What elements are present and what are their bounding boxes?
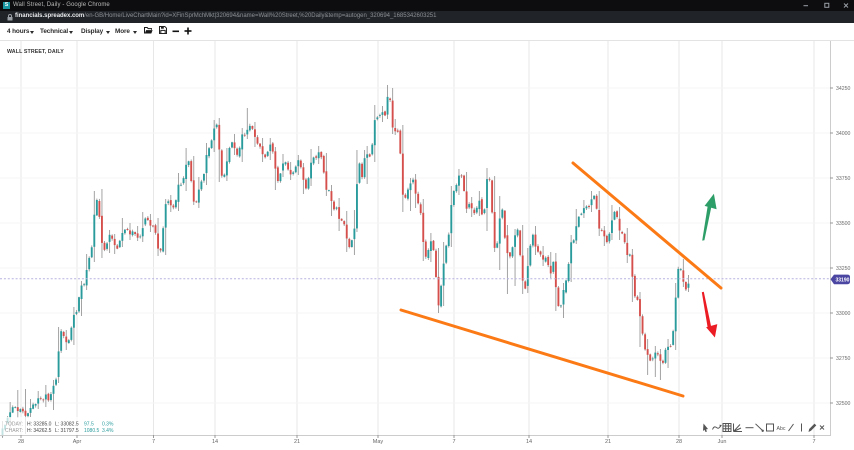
svg-text:Jun: Jun [718,439,727,445]
svg-text:L: 33082.5: L: 33082.5 [55,422,79,428]
svg-text:L: 31797.5: L: 31797.5 [55,428,79,434]
svg-text:H: 34262.5: H: 34262.5 [27,428,52,434]
svg-text:14: 14 [212,439,218,445]
svg-text:1080.5: 1080.5 [84,428,100,434]
svg-text:32500: 32500 [836,401,851,407]
svg-text:34250: 34250 [836,86,851,92]
svg-text:TODAY:: TODAY: [5,422,23,428]
svg-text:Abc: Abc [777,426,786,432]
svg-text:33000: 33000 [836,311,851,317]
svg-text:May: May [373,439,384,445]
svg-text:CHART:: CHART: [5,428,23,434]
svg-text:7: 7 [812,439,815,445]
svg-text:7: 7 [452,439,455,445]
svg-text:33190: 33190 [836,277,850,283]
svg-text:32750: 32750 [836,356,851,362]
svg-text:33500: 33500 [836,221,851,227]
svg-text:28: 28 [18,439,24,445]
svg-text:3.4%: 3.4% [102,428,114,434]
svg-text:WALL STREET, DAILY: WALL STREET, DAILY [7,49,64,55]
svg-text:34000: 34000 [836,131,851,137]
svg-text:21: 21 [294,439,300,445]
svg-text:Apr: Apr [73,439,82,445]
svg-text:28: 28 [676,439,682,445]
svg-text:97.5: 97.5 [84,422,94,428]
svg-text:0.3%: 0.3% [102,422,114,428]
svg-text:14: 14 [526,439,532,445]
svg-text:33250: 33250 [836,266,851,272]
svg-text:33750: 33750 [836,176,851,182]
svg-text:H: 33285.0: H: 33285.0 [27,422,52,428]
svg-text:21: 21 [605,439,611,445]
svg-text:7: 7 [152,439,155,445]
